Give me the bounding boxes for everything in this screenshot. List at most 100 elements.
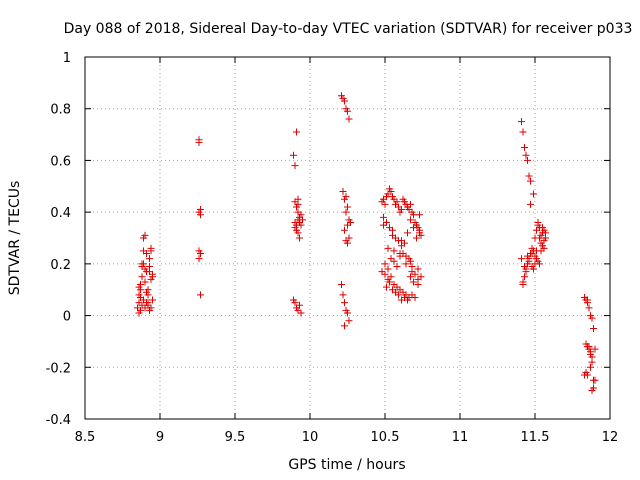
data-point — [536, 234, 543, 242]
x-tick-label: 10.5 — [371, 430, 400, 445]
data-point — [530, 190, 537, 198]
y-tick-label: 0.2 — [50, 258, 71, 273]
x-tick-label: 10 — [302, 430, 319, 445]
data-point — [410, 224, 417, 232]
data-point — [197, 250, 204, 258]
data-point — [410, 278, 417, 286]
data-point — [290, 151, 297, 159]
x-tick-label: 12 — [602, 430, 619, 445]
data-point — [341, 97, 348, 105]
data-point — [383, 283, 390, 291]
y-axis-label: SDTVAR / TECUs — [7, 181, 23, 296]
data-point — [344, 203, 351, 211]
data-point — [197, 291, 204, 299]
data-point — [143, 250, 150, 258]
data-point — [146, 268, 153, 276]
data-point — [293, 128, 300, 136]
data-point — [398, 237, 405, 245]
data-point — [402, 252, 410, 260]
data-point — [417, 273, 425, 281]
x-tick-label: 8.5 — [75, 430, 96, 445]
data-point — [393, 262, 401, 270]
data-point — [195, 208, 203, 216]
data-point — [519, 281, 527, 289]
y-tick-label: 1 — [63, 51, 71, 66]
data-point — [342, 208, 350, 216]
data-point — [387, 273, 395, 281]
data-point — [393, 198, 401, 206]
data-point — [410, 211, 417, 219]
data-point — [146, 255, 153, 263]
y-tick-label: 0.6 — [50, 154, 71, 169]
data-point — [411, 270, 419, 278]
data-point — [521, 262, 528, 270]
data-point — [341, 226, 348, 234]
data-point — [521, 144, 528, 151]
data-point — [344, 221, 351, 229]
data-point — [531, 260, 539, 268]
data-point — [414, 265, 422, 273]
data-point — [519, 128, 527, 136]
data-point — [381, 200, 389, 208]
data-point — [147, 244, 155, 252]
data-point — [341, 299, 348, 307]
data-point — [591, 345, 599, 353]
data-point — [296, 234, 303, 242]
data-point — [411, 293, 419, 301]
data-point — [144, 299, 152, 307]
data-point — [542, 229, 549, 237]
data-point — [395, 291, 402, 299]
data-point — [342, 193, 350, 201]
x-tick-label: 11.5 — [521, 430, 550, 445]
data-point — [587, 348, 594, 356]
data-point — [530, 265, 537, 273]
data-point — [135, 283, 143, 291]
data-point — [195, 255, 203, 263]
y-tick-label: 0 — [63, 310, 71, 325]
data-point — [381, 270, 389, 278]
data-point — [396, 250, 404, 258]
data-point — [384, 265, 392, 273]
data-point — [587, 363, 594, 371]
x-tick-label: 11 — [452, 430, 469, 445]
x-tick-label: 9 — [156, 430, 164, 445]
data-point — [414, 281, 422, 289]
data-point — [407, 216, 414, 224]
data-point — [417, 231, 425, 239]
data-point — [527, 200, 534, 208]
data-point — [588, 314, 596, 322]
data-point — [540, 244, 548, 252]
data-point — [389, 231, 396, 239]
data-point — [339, 291, 347, 299]
data-point — [404, 296, 411, 304]
data-point — [345, 234, 353, 242]
data-point — [386, 278, 393, 286]
data-point — [147, 275, 155, 283]
data-point — [390, 257, 398, 265]
plot-frame — [84, 56, 611, 420]
data-point — [296, 301, 303, 309]
data-point — [141, 278, 149, 286]
data-point — [534, 221, 542, 229]
data-point — [299, 216, 306, 224]
data-point — [533, 247, 540, 255]
data-point — [344, 309, 351, 317]
data-point — [413, 234, 420, 242]
data-point — [297, 309, 305, 317]
data-point — [147, 304, 155, 312]
data-point — [590, 325, 597, 332]
data-point — [380, 213, 387, 221]
data-points — [134, 92, 599, 395]
data-point — [527, 177, 534, 185]
data-point — [138, 273, 146, 281]
data-point — [345, 115, 353, 123]
data-point — [404, 229, 411, 237]
data-point — [344, 107, 351, 115]
data-point — [416, 226, 423, 234]
data-point — [297, 211, 305, 219]
data-point — [291, 299, 299, 307]
data-point — [195, 138, 203, 146]
y-tick-label: -0.2 — [46, 361, 71, 376]
data-point — [585, 304, 593, 312]
